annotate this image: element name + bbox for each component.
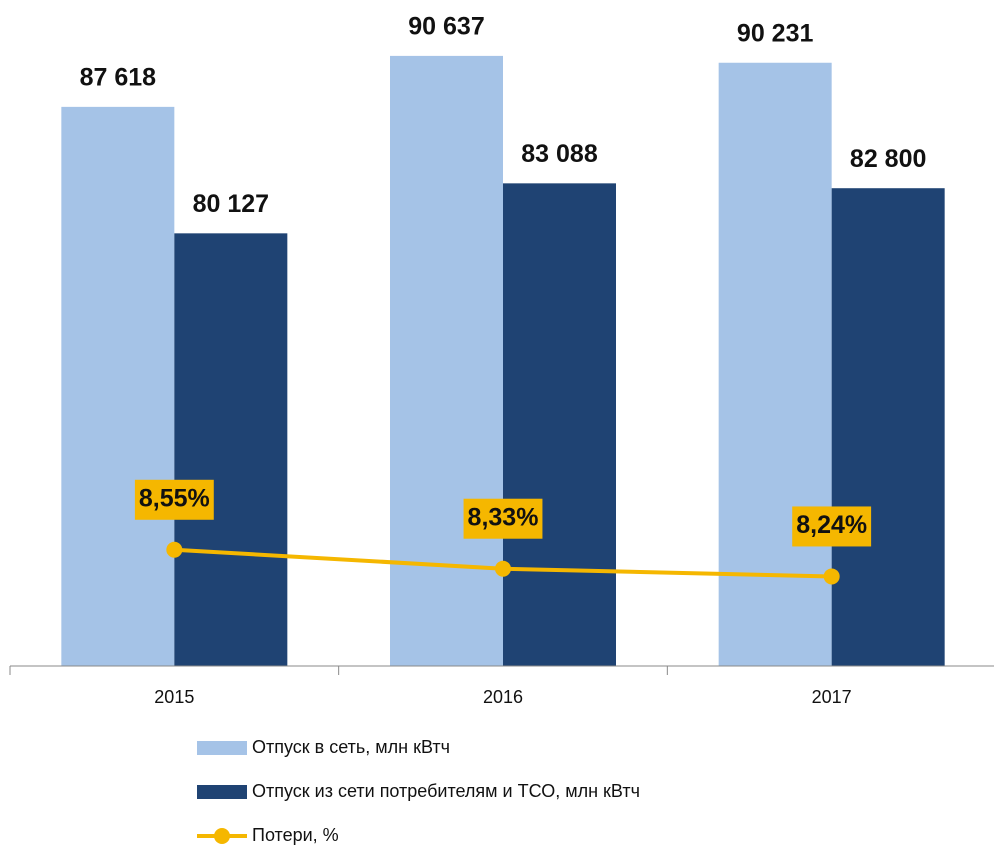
bar-value-label: 82 800	[850, 145, 926, 173]
bar	[831, 188, 945, 666]
bar-value-label: 87 618	[80, 63, 157, 91]
line-value-label: 8,55%	[134, 479, 214, 520]
label-box	[463, 498, 543, 539]
bar	[390, 55, 503, 667]
bar	[61, 106, 175, 667]
x-tick-label: 2015	[154, 687, 194, 707]
line-value-label-text: 8,33%	[468, 503, 539, 531]
x-tick-label: 2017	[812, 687, 852, 707]
line-point	[166, 541, 183, 558]
bar	[174, 233, 288, 666]
label-box	[792, 506, 872, 547]
line-value-label: 8,24%	[792, 506, 872, 547]
legend-swatch	[197, 741, 247, 755]
bar	[503, 183, 616, 666]
legend-marker	[214, 828, 230, 844]
legend-swatch	[197, 785, 247, 799]
x-tick-label: 2016	[483, 687, 523, 707]
line-point	[495, 560, 511, 577]
legend-label: Отпуск из сети потребителям и ТСО, млн к…	[252, 781, 640, 801]
legend-label: Отпуск в сеть, млн кВтч	[252, 737, 450, 757]
bar-value-label: 90 637	[408, 13, 484, 41]
line-value-label: 8,33%	[463, 498, 543, 539]
bar-value-label: 83 088	[521, 140, 598, 168]
line-point	[823, 568, 840, 585]
line-value-label-text: 8,24%	[796, 511, 867, 539]
line-value-label-text: 8,55%	[139, 484, 210, 512]
bar	[718, 62, 832, 667]
bar-value-label: 80 127	[193, 190, 269, 218]
legend-label: Потери, %	[252, 825, 339, 845]
label-box	[134, 479, 214, 520]
bar-value-label: 90 231	[737, 19, 814, 47]
